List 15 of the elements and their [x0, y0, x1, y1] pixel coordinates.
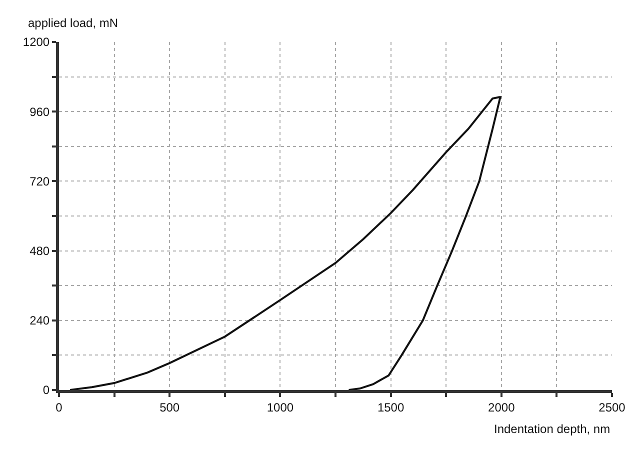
- x-tick-label: 2000: [488, 400, 516, 414]
- x-tick-label: 0: [56, 400, 63, 414]
- x-tick-label: 2500: [598, 400, 626, 414]
- x-tick-label: 500: [160, 400, 180, 414]
- y-tick-label: 960: [30, 104, 50, 119]
- y-tick-label: 720: [30, 174, 50, 188]
- y-tick-label: 240: [30, 314, 50, 328]
- line-series: [69, 96, 502, 390]
- y-tick-label: 1200: [22, 35, 50, 50]
- y-tick-label: 0: [42, 383, 50, 398]
- y-tick-label: 480: [30, 244, 50, 258]
- x-tick-label: 1500: [377, 400, 404, 414]
- x-axis-title: Indentation depth, nm: [494, 422, 610, 436]
- y-axis-title: applied load, mN: [28, 16, 118, 30]
- x-tick-label: 1000: [266, 400, 294, 414]
